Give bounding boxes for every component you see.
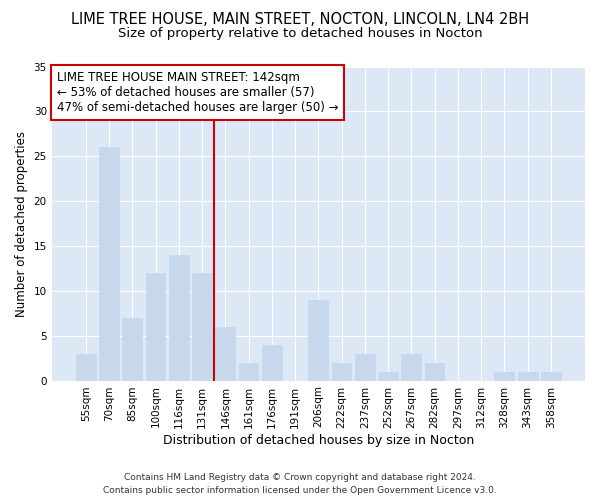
Bar — [378, 372, 398, 380]
Bar — [169, 255, 188, 380]
Bar — [146, 273, 166, 380]
Bar — [99, 148, 119, 380]
Bar — [262, 344, 282, 380]
Bar — [425, 362, 445, 380]
Text: LIME TREE HOUSE, MAIN STREET, NOCTON, LINCOLN, LN4 2BH: LIME TREE HOUSE, MAIN STREET, NOCTON, LI… — [71, 12, 529, 28]
Bar — [122, 318, 142, 380]
Bar — [215, 326, 235, 380]
Bar — [76, 354, 95, 380]
Y-axis label: Number of detached properties: Number of detached properties — [15, 130, 28, 316]
Bar — [518, 372, 538, 380]
X-axis label: Distribution of detached houses by size in Nocton: Distribution of detached houses by size … — [163, 434, 474, 448]
Bar — [355, 354, 375, 380]
Bar — [494, 372, 514, 380]
Bar — [239, 362, 259, 380]
Bar — [192, 273, 212, 380]
Bar — [541, 372, 561, 380]
Text: Contains HM Land Registry data © Crown copyright and database right 2024.
Contai: Contains HM Land Registry data © Crown c… — [103, 474, 497, 495]
Bar — [401, 354, 421, 380]
Text: Size of property relative to detached houses in Nocton: Size of property relative to detached ho… — [118, 28, 482, 40]
Bar — [332, 362, 352, 380]
Bar — [308, 300, 328, 380]
Text: LIME TREE HOUSE MAIN STREET: 142sqm
← 53% of detached houses are smaller (57)
47: LIME TREE HOUSE MAIN STREET: 142sqm ← 53… — [57, 71, 338, 114]
